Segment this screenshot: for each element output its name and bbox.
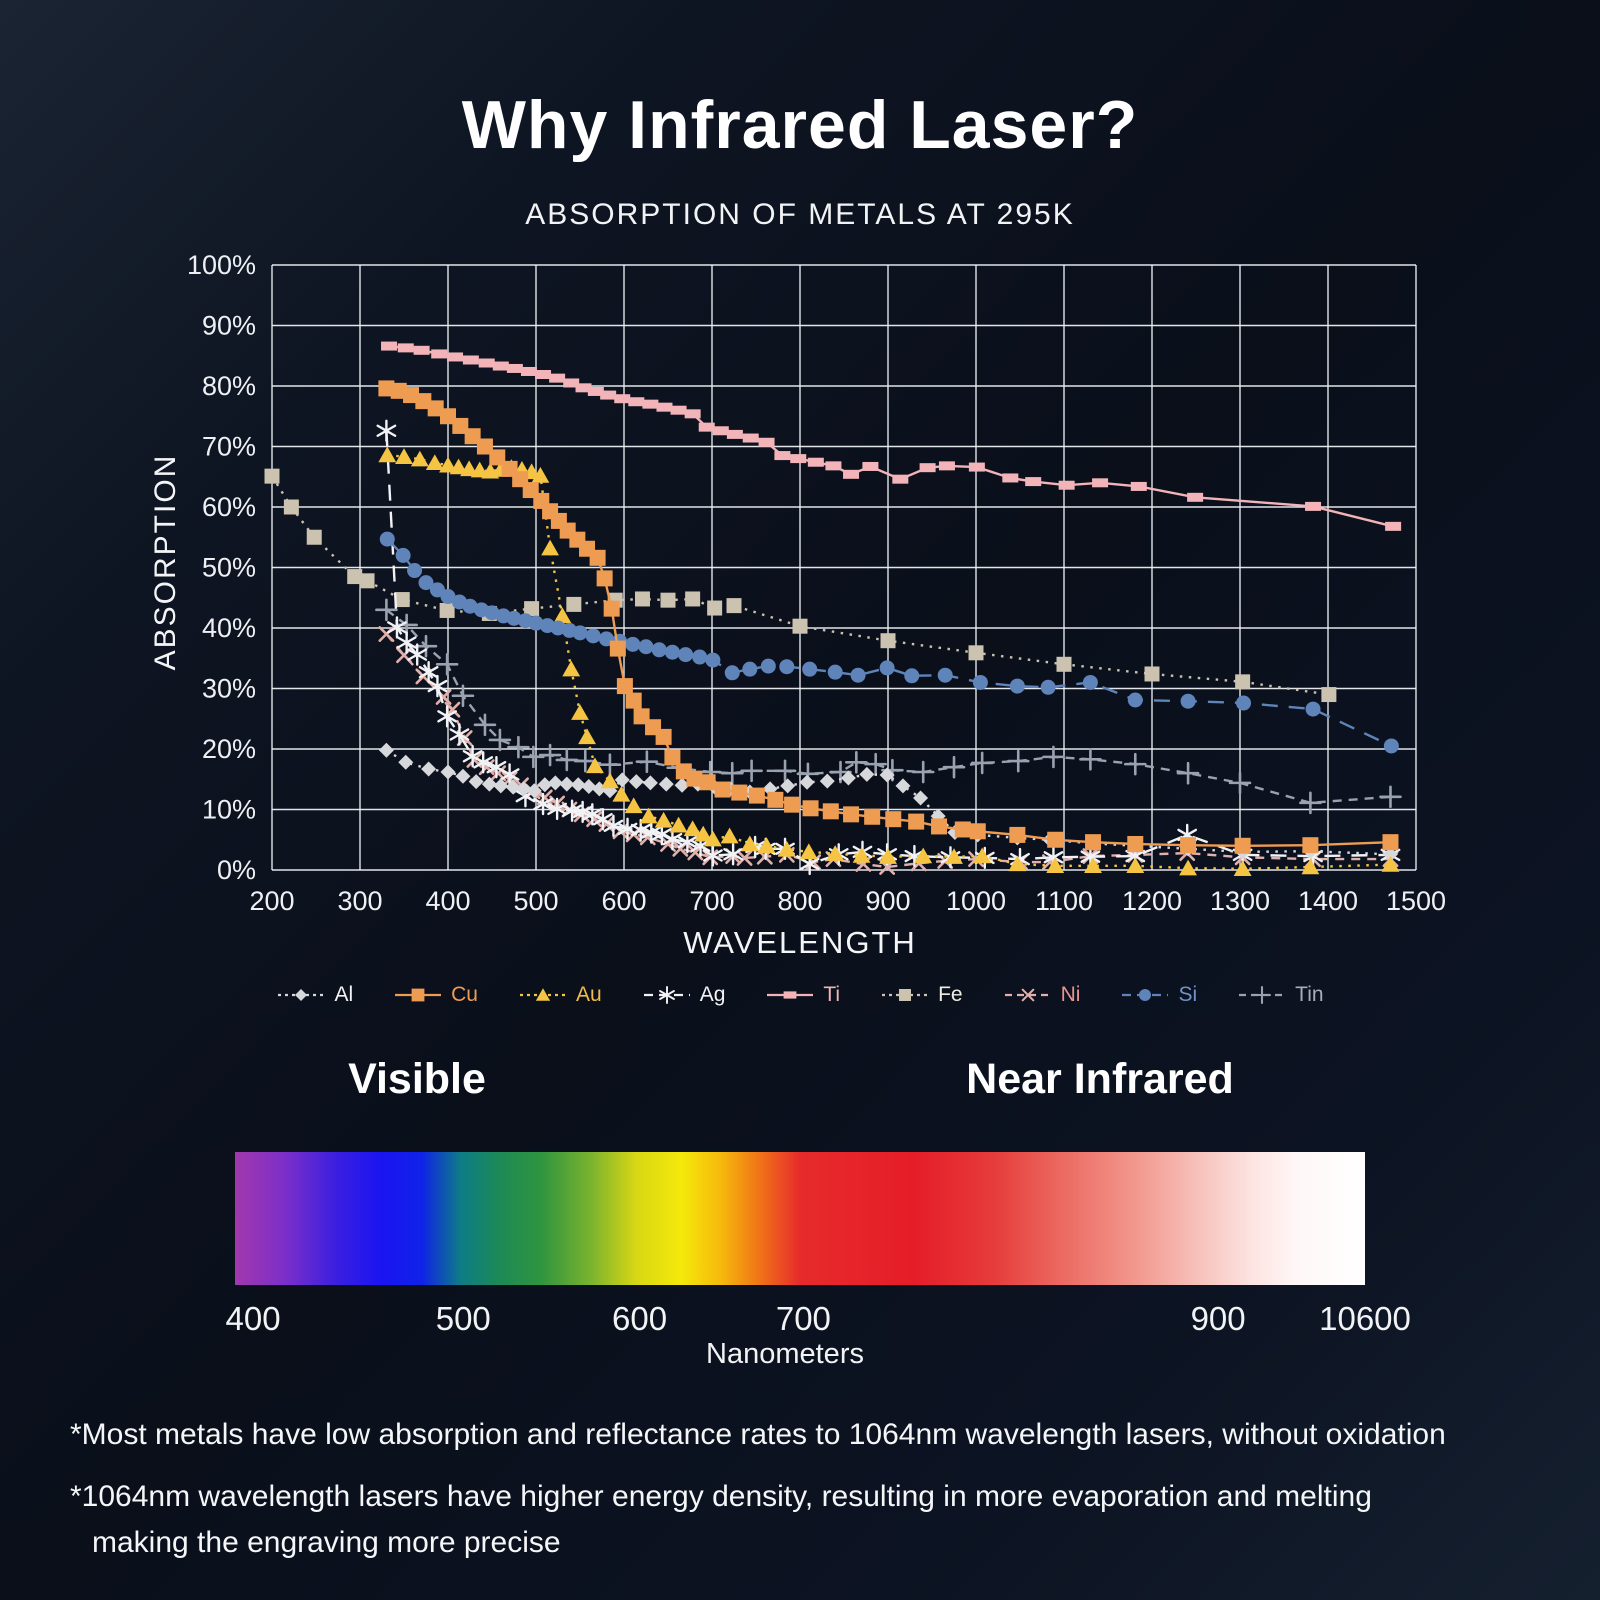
svg-text:200: 200 (249, 886, 294, 916)
legend-item-al: Al (276, 983, 353, 1007)
svg-text:700: 700 (689, 886, 734, 916)
svg-text:90%: 90% (202, 311, 256, 341)
spectrum-tick-10600: 10600 (1319, 1300, 1411, 1337)
svg-text:600: 600 (601, 886, 646, 916)
chart-grid (271, 264, 1417, 871)
spectrum-tick-500: 500 (435, 1300, 491, 1337)
series-ti (381, 341, 1402, 531)
absorption-line-chart: 0% 10% 20% 30% 40% 50% 60% 70% 80% 90% 100% 200 300 4… (187, 250, 1446, 916)
svg-text:10%: 10% (202, 795, 256, 825)
legend-label-ti: Ti (823, 983, 841, 1006)
series-fe (264, 468, 1337, 703)
svg-text:1100: 1100 (1035, 886, 1093, 916)
svg-text:80%: 80% (202, 371, 256, 401)
x-axis-title: WAVELENGTH (683, 925, 917, 960)
legend-label-ag: Ag (699, 983, 726, 1006)
footnote-oxidation: *Most metals have low absorption and ref… (70, 1418, 1446, 1451)
svg-text:1500: 1500 (1386, 886, 1446, 916)
legend-marker-al-icon (278, 989, 325, 1001)
legend-item-si: Si (1120, 983, 1197, 1007)
svg-text:300: 300 (337, 886, 382, 916)
legend-label-ni: Ni (1060, 983, 1081, 1006)
series-au (378, 446, 1400, 877)
legend-label-tin: Tin (1295, 983, 1324, 1006)
svg-text:1000: 1000 (946, 886, 1006, 916)
svg-text:500: 500 (513, 886, 558, 916)
legend-item-ag: Ag (642, 983, 726, 1007)
legend-marker-ti-icon (767, 991, 814, 999)
spectrum-gradient-bar (235, 1152, 1365, 1285)
series-tin (375, 598, 1402, 815)
legend-marker-au-icon (520, 988, 566, 1001)
svg-text:100%: 100% (187, 250, 256, 280)
spectrum-unit-label: Nanometers (706, 1338, 864, 1370)
legend-item-au: Au (518, 983, 602, 1007)
svg-text:50%: 50% (202, 553, 256, 583)
near-infrared-label: Near Infrared (966, 1055, 1234, 1103)
svg-text:1200: 1200 (1122, 886, 1182, 916)
legend-item-ni: Ni (1003, 983, 1081, 1007)
legend-item-tin: Tin (1237, 983, 1324, 1007)
svg-text:30%: 30% (202, 674, 256, 704)
legend-marker-fe-icon (882, 989, 929, 1001)
spectrum-tick-900: 900 (1190, 1300, 1246, 1337)
legend-item-ti: Ti (765, 983, 840, 1007)
chart-title: ABSORPTION OF METALS AT 295K (525, 198, 1075, 231)
legend-item-cu: Cu (393, 983, 478, 1007)
svg-text:70%: 70% (202, 432, 256, 462)
page-title: Why Infrared Laser? (461, 87, 1139, 163)
series-cu (378, 380, 1399, 854)
legend-marker-tin-icon (1239, 985, 1286, 1005)
legend-label-al: Al (334, 983, 354, 1006)
y-axis-title: ABSORPTION (149, 453, 182, 671)
svg-text:40%: 40% (202, 613, 256, 643)
legend-label-cu: Cu (451, 983, 478, 1006)
footnote-energy-density-cont: making the engraving more precise (92, 1526, 561, 1559)
footnote-energy-density: *1064nm wavelength lasers have higher en… (70, 1480, 1372, 1513)
axis-tick-labels: 0% 10% 20% 30% 40% 50% 60% 70% 80% 90% 100% 200 300 4… (187, 250, 1446, 916)
svg-text:400: 400 (425, 886, 470, 916)
legend-item-fe: Fe (880, 983, 963, 1007)
spectrum-tick-600: 600 (612, 1300, 668, 1337)
svg-text:60%: 60% (202, 492, 256, 522)
legend-label-fe: Fe (938, 983, 963, 1006)
chart-legend: Al Cu Au Ag Ti Fe Ni Si Tin (0, 983, 1600, 1007)
legend-marker-si-icon (1122, 989, 1169, 1001)
spectrum-tick-700: 700 (775, 1300, 831, 1337)
svg-text:20%: 20% (202, 734, 256, 764)
svg-text:0%: 0% (217, 855, 256, 885)
svg-text:800: 800 (777, 886, 822, 916)
visible-spectrum-label: Visible (348, 1055, 486, 1103)
spectrum-tick-400: 400 (225, 1300, 281, 1337)
legend-marker-ag-icon (643, 986, 690, 1004)
legend-label-au: Au (576, 983, 602, 1006)
svg-text:1300: 1300 (1210, 886, 1270, 916)
legend-label-si: Si (1178, 983, 1198, 1006)
svg-text:1400: 1400 (1298, 886, 1358, 916)
svg-text:900: 900 (865, 886, 910, 916)
legend-marker-ni-icon (1004, 988, 1051, 1002)
legend-marker-cu-icon (395, 988, 442, 1002)
